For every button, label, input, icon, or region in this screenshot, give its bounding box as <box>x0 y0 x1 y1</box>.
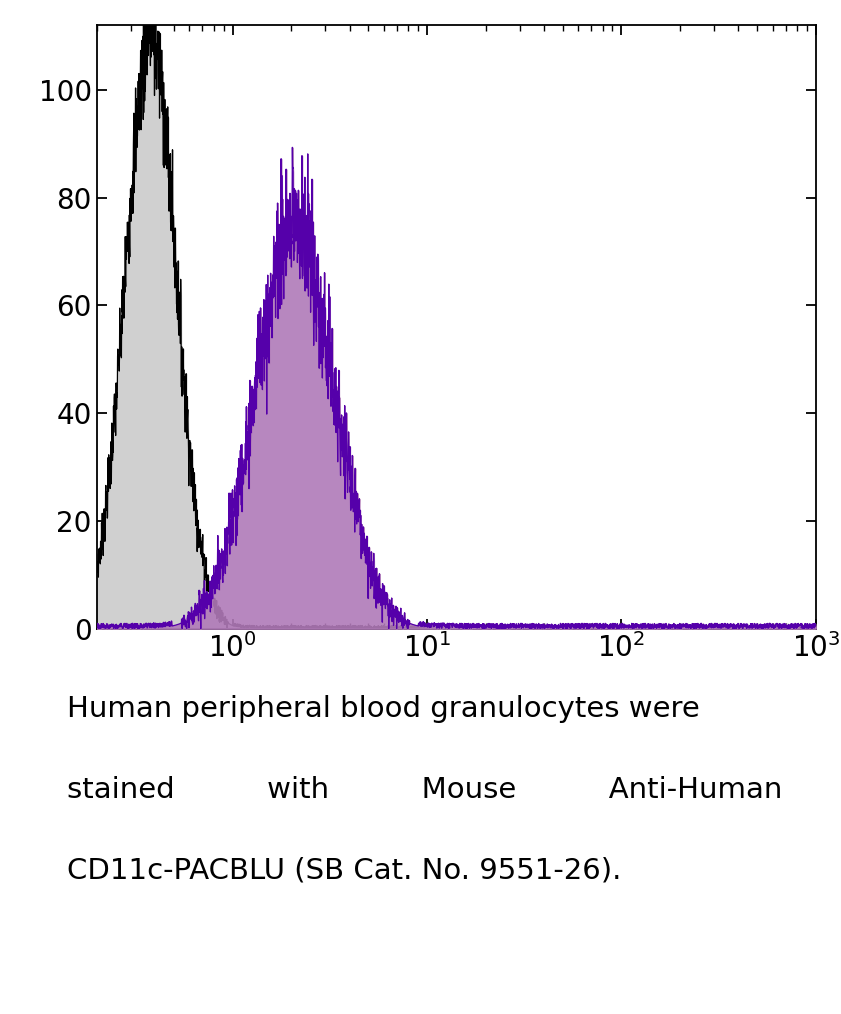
Text: stained          with          Mouse          Anti-Human: stained with Mouse Anti-Human <box>67 776 783 804</box>
Text: CD11c-PACBLU (SB Cat. No. 9551-26).: CD11c-PACBLU (SB Cat. No. 9551-26). <box>67 857 621 885</box>
Text: Human peripheral blood granulocytes were: Human peripheral blood granulocytes were <box>67 695 700 723</box>
